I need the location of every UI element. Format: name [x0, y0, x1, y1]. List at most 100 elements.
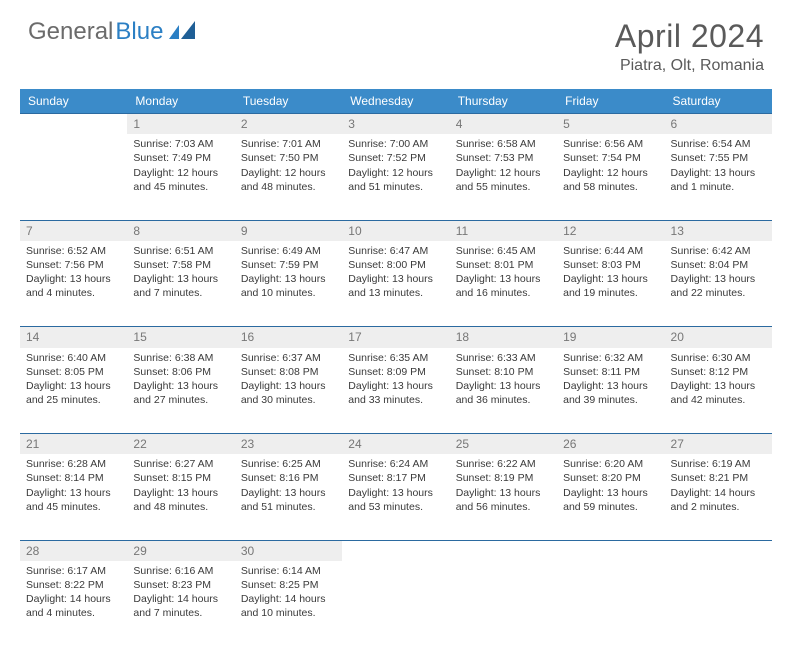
day-info-line: and 10 minutes.: [241, 286, 336, 300]
day-info-line: Sunrise: 6:30 AM: [671, 351, 766, 365]
day-number-cell: 18: [450, 327, 557, 348]
day-info-line: Daylight: 13 hours: [26, 486, 121, 500]
day-number-cell: 26: [557, 434, 664, 455]
day-content-cell: Sunrise: 6:42 AMSunset: 8:04 PMDaylight:…: [665, 241, 772, 327]
day-content-cell: Sunrise: 6:47 AMSunset: 8:00 PMDaylight:…: [342, 241, 449, 327]
day-content-cell: [20, 134, 127, 220]
day-info-line: Sunset: 8:05 PM: [26, 365, 121, 379]
day-info-line: Sunset: 8:11 PM: [563, 365, 658, 379]
day-content-cell: Sunrise: 6:22 AMSunset: 8:19 PMDaylight:…: [450, 454, 557, 540]
day-info-line: Daylight: 13 hours: [241, 379, 336, 393]
day-content-row: Sunrise: 7:03 AMSunset: 7:49 PMDaylight:…: [20, 134, 772, 220]
day-info-line: Sunrise: 7:01 AM: [241, 137, 336, 151]
day-info-line: Daylight: 14 hours: [671, 486, 766, 500]
day-number-cell: 9: [235, 220, 342, 241]
day-info-line: and 51 minutes.: [241, 500, 336, 514]
day-number-cell: [20, 114, 127, 135]
day-info-line: Sunrise: 6:22 AM: [456, 457, 551, 471]
page-header: GeneralBlue April 2024 Piatra, Olt, Roma…: [0, 0, 792, 81]
day-number-cell: 10: [342, 220, 449, 241]
day-content-cell: Sunrise: 6:24 AMSunset: 8:17 PMDaylight:…: [342, 454, 449, 540]
day-info-line: and 16 minutes.: [456, 286, 551, 300]
day-info-line: Daylight: 13 hours: [26, 272, 121, 286]
day-info-line: Sunset: 8:01 PM: [456, 258, 551, 272]
day-number-cell: 17: [342, 327, 449, 348]
day-info-line: Daylight: 13 hours: [671, 166, 766, 180]
weekday-row: Sunday Monday Tuesday Wednesday Thursday…: [20, 89, 772, 114]
day-number-cell: [665, 540, 772, 561]
day-info-line: Sunrise: 6:40 AM: [26, 351, 121, 365]
calendar-head: Sunday Monday Tuesday Wednesday Thursday…: [20, 89, 772, 114]
day-content-cell: Sunrise: 6:27 AMSunset: 8:15 PMDaylight:…: [127, 454, 234, 540]
day-number-row: 21222324252627: [20, 434, 772, 455]
day-number-cell: 25: [450, 434, 557, 455]
day-info-line: Sunrise: 6:17 AM: [26, 564, 121, 578]
day-number-cell: 14: [20, 327, 127, 348]
day-info-line: Sunset: 8:12 PM: [671, 365, 766, 379]
day-info-line: Sunrise: 6:28 AM: [26, 457, 121, 471]
day-content-cell: Sunrise: 6:56 AMSunset: 7:54 PMDaylight:…: [557, 134, 664, 220]
day-info-line: Daylight: 13 hours: [348, 486, 443, 500]
brand-logo: GeneralBlue: [28, 18, 197, 46]
day-info-line: Sunrise: 6:16 AM: [133, 564, 228, 578]
day-info-line: Daylight: 13 hours: [26, 379, 121, 393]
day-info-line: Daylight: 13 hours: [348, 379, 443, 393]
day-number-row: 282930: [20, 540, 772, 561]
day-info-line: Sunrise: 6:25 AM: [241, 457, 336, 471]
day-info-line: Daylight: 13 hours: [241, 486, 336, 500]
logo-mark-icon: [169, 18, 197, 46]
day-info-line: Daylight: 12 hours: [133, 166, 228, 180]
day-info-line: Sunrise: 6:38 AM: [133, 351, 228, 365]
day-info-line: Sunrise: 7:00 AM: [348, 137, 443, 151]
day-info-line: Daylight: 14 hours: [133, 592, 228, 606]
day-info-line: Daylight: 13 hours: [456, 486, 551, 500]
day-content-cell: Sunrise: 7:01 AMSunset: 7:50 PMDaylight:…: [235, 134, 342, 220]
calendar-body: 123456Sunrise: 7:03 AMSunset: 7:49 PMDay…: [20, 114, 772, 647]
day-info-line: and 42 minutes.: [671, 393, 766, 407]
day-info-line: Sunrise: 6:58 AM: [456, 137, 551, 151]
day-info-line: Sunrise: 6:52 AM: [26, 244, 121, 258]
day-info-line: Sunrise: 6:56 AM: [563, 137, 658, 151]
day-info-line: and 33 minutes.: [348, 393, 443, 407]
day-info-line: and 59 minutes.: [563, 500, 658, 514]
day-content-cell: Sunrise: 6:54 AMSunset: 7:55 PMDaylight:…: [665, 134, 772, 220]
day-info-line: Daylight: 14 hours: [241, 592, 336, 606]
day-info-line: and 53 minutes.: [348, 500, 443, 514]
day-content-cell: Sunrise: 6:44 AMSunset: 8:03 PMDaylight:…: [557, 241, 664, 327]
day-number-cell: 5: [557, 114, 664, 135]
day-info-line: Sunset: 8:09 PM: [348, 365, 443, 379]
day-info-line: and 48 minutes.: [241, 180, 336, 194]
day-info-line: Sunset: 8:14 PM: [26, 471, 121, 485]
day-info-line: Daylight: 13 hours: [133, 379, 228, 393]
day-content-cell: Sunrise: 6:28 AMSunset: 8:14 PMDaylight:…: [20, 454, 127, 540]
day-info-line: Sunset: 7:54 PM: [563, 151, 658, 165]
calendar-table: Sunday Monday Tuesday Wednesday Thursday…: [20, 89, 772, 647]
day-number-cell: 1: [127, 114, 234, 135]
day-info-line: Daylight: 13 hours: [563, 272, 658, 286]
title-block: April 2024 Piatra, Olt, Romania: [615, 18, 764, 75]
day-info-line: and 48 minutes.: [133, 500, 228, 514]
day-info-line: Sunset: 7:52 PM: [348, 151, 443, 165]
day-number-cell: 3: [342, 114, 449, 135]
day-info-line: and 4 minutes.: [26, 286, 121, 300]
day-info-line: Daylight: 13 hours: [563, 379, 658, 393]
day-content-cell: Sunrise: 6:51 AMSunset: 7:58 PMDaylight:…: [127, 241, 234, 327]
day-number-cell: 4: [450, 114, 557, 135]
day-info-line: and 45 minutes.: [133, 180, 228, 194]
day-info-line: Sunrise: 6:49 AM: [241, 244, 336, 258]
day-content-cell: Sunrise: 6:17 AMSunset: 8:22 PMDaylight:…: [20, 561, 127, 647]
day-info-line: Daylight: 13 hours: [133, 272, 228, 286]
day-info-line: Sunset: 8:17 PM: [348, 471, 443, 485]
day-info-line: Sunset: 8:15 PM: [133, 471, 228, 485]
day-content-cell: Sunrise: 7:00 AMSunset: 7:52 PMDaylight:…: [342, 134, 449, 220]
day-info-line: Sunrise: 6:24 AM: [348, 457, 443, 471]
day-number-cell: 16: [235, 327, 342, 348]
day-number-cell: 23: [235, 434, 342, 455]
day-info-line: Sunset: 7:56 PM: [26, 258, 121, 272]
weekday-header: Sunday: [20, 89, 127, 114]
day-info-line: Sunset: 8:04 PM: [671, 258, 766, 272]
day-number-cell: 13: [665, 220, 772, 241]
day-info-line: Sunrise: 6:42 AM: [671, 244, 766, 258]
day-info-line: Sunset: 8:19 PM: [456, 471, 551, 485]
day-info-line: Sunrise: 6:44 AM: [563, 244, 658, 258]
